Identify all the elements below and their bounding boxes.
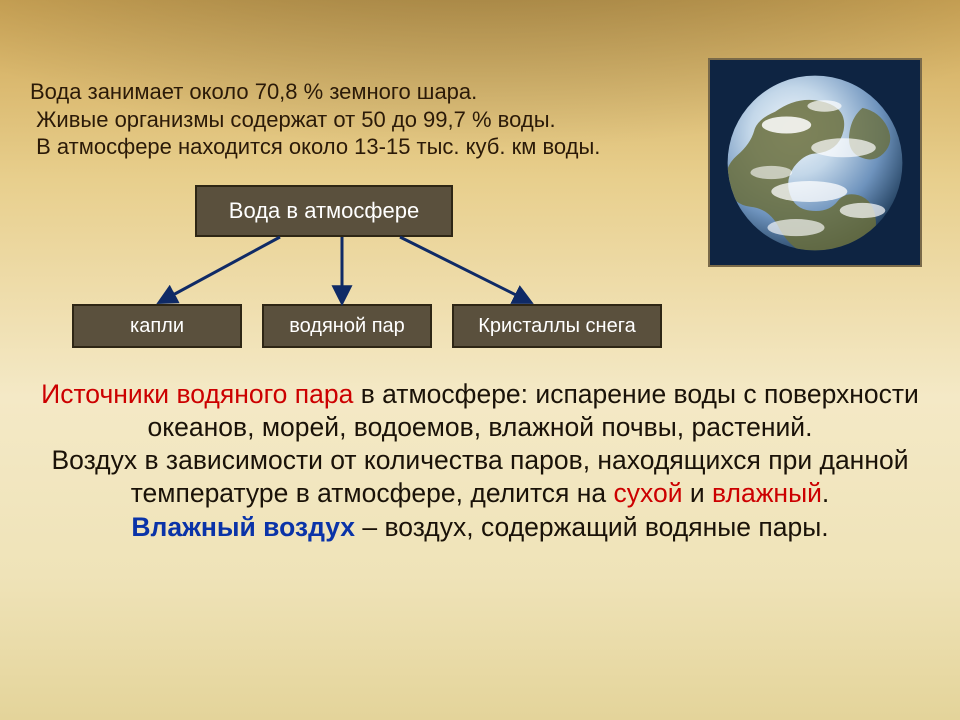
slide: Вода занимает около 70,8 % земного шара.… — [0, 0, 960, 720]
arrow-3 — [400, 237, 530, 302]
earth-frame — [708, 58, 922, 267]
dry-term: сухой — [614, 478, 683, 508]
diagram-child-1-label: капли — [130, 315, 184, 338]
intro-line-3: В атмосфере находится около 13-15 тыс. к… — [30, 134, 600, 159]
body-text: Источники водяного пара в атмосфере: исп… — [36, 378, 924, 544]
and-text: и — [683, 478, 713, 508]
diagram-child-1: капли — [72, 304, 242, 348]
diagram-child-3: Кристаллы снега — [452, 304, 662, 348]
diagram-child-2-label: водяной пар — [289, 315, 405, 338]
diagram-child-2: водяной пар — [262, 304, 432, 348]
diagram-root-label: Вода в атмосфере — [229, 198, 419, 224]
sources-term: Источники водяного пара — [41, 379, 353, 409]
intro-line-1: Вода занимает около 70,8 % земного шара. — [30, 79, 477, 104]
humid-air-rest: – воздух, содержащий водяные пары. — [355, 512, 829, 542]
wet-term: влажный — [712, 478, 822, 508]
arrow-1 — [160, 237, 280, 302]
intro-line-2: Живые организмы содержат от 50 до 99,7 %… — [30, 107, 556, 132]
air-line-end: . — [822, 478, 829, 508]
intro-text: Вода занимает около 70,8 % земного шара.… — [30, 78, 670, 161]
humid-air-term: Влажный воздух — [131, 512, 355, 542]
diagram-child-3-label: Кристаллы снега — [478, 315, 635, 338]
earth-icon — [720, 68, 910, 258]
diagram-root-box: Вода в атмосфере — [195, 185, 453, 237]
